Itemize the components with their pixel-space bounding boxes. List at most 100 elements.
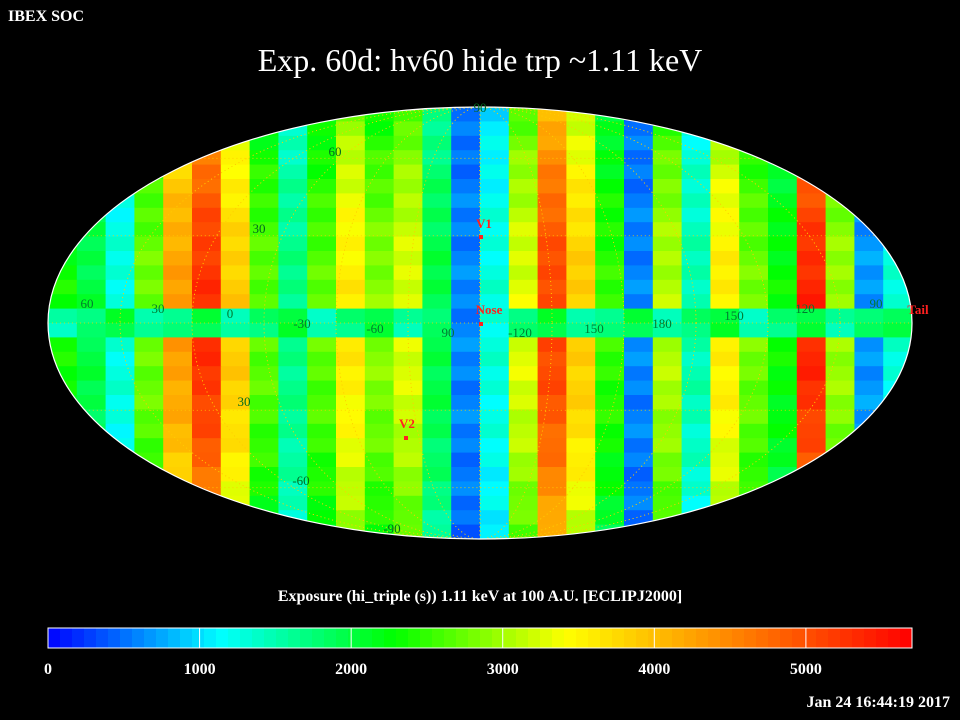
map-cell bbox=[76, 467, 107, 482]
map-cell bbox=[768, 251, 798, 266]
map-cell bbox=[307, 179, 337, 194]
colorbar-segment bbox=[612, 628, 625, 648]
map-cell bbox=[796, 164, 827, 180]
map-cell bbox=[652, 337, 683, 353]
map-cell bbox=[278, 308, 308, 324]
map-cell bbox=[76, 380, 107, 396]
colorbar-segment bbox=[708, 628, 721, 648]
map-cell bbox=[105, 510, 135, 526]
map-cell bbox=[508, 179, 539, 194]
colorbar-segment bbox=[840, 628, 853, 648]
map-cell bbox=[48, 495, 78, 511]
map-cell bbox=[595, 236, 625, 252]
map-cell bbox=[336, 337, 366, 353]
map-cell bbox=[710, 337, 740, 353]
colorbar-segment bbox=[372, 628, 385, 648]
map-cell bbox=[422, 351, 452, 367]
map-cell bbox=[134, 351, 164, 367]
map-cell bbox=[163, 251, 193, 266]
map-cell bbox=[336, 510, 366, 526]
map-cell bbox=[796, 366, 827, 382]
map-cell bbox=[220, 164, 251, 180]
longitude-label: 90 bbox=[870, 296, 883, 311]
map-cell bbox=[768, 323, 798, 338]
map-cell bbox=[134, 409, 164, 425]
map-cell bbox=[652, 135, 683, 151]
map-cell bbox=[537, 409, 567, 425]
map-cell bbox=[796, 135, 827, 151]
map-cell bbox=[624, 351, 654, 367]
map-cell bbox=[48, 135, 78, 151]
map-cell bbox=[422, 438, 452, 454]
map-cell bbox=[48, 207, 78, 223]
map-cell bbox=[739, 438, 769, 454]
longitude-label: 150 bbox=[724, 308, 744, 323]
map-cell bbox=[48, 193, 78, 209]
map-cell bbox=[480, 481, 510, 497]
map-cell bbox=[854, 308, 884, 324]
colorbar-segment bbox=[120, 628, 133, 648]
map-cell bbox=[307, 294, 337, 310]
map-cell bbox=[480, 121, 510, 137]
latitude-label: -60 bbox=[292, 473, 309, 488]
map-cell bbox=[422, 495, 452, 511]
map-cell bbox=[422, 366, 452, 382]
map-cell bbox=[768, 409, 798, 425]
map-cell bbox=[336, 452, 366, 468]
map-cell bbox=[451, 121, 481, 137]
map-cell bbox=[422, 337, 452, 353]
map-cell bbox=[566, 337, 596, 353]
map-cell bbox=[681, 423, 711, 439]
map-cell bbox=[537, 423, 567, 439]
map-cell bbox=[796, 351, 827, 367]
map-cell bbox=[825, 107, 855, 122]
map-cell bbox=[739, 452, 769, 468]
latitude-label: 90 bbox=[474, 100, 487, 115]
map-cell bbox=[739, 251, 769, 266]
map-cell bbox=[825, 351, 855, 367]
map-cell bbox=[508, 207, 539, 223]
map-cell bbox=[192, 294, 222, 310]
map-cell bbox=[192, 495, 222, 511]
map-cell bbox=[768, 337, 798, 353]
map-cell bbox=[393, 337, 423, 353]
map-cell bbox=[652, 150, 683, 166]
map-cell bbox=[739, 107, 769, 122]
latitude-label: 30 bbox=[253, 221, 266, 236]
map-cell bbox=[451, 279, 481, 295]
map-cell bbox=[768, 351, 798, 367]
map-cell bbox=[220, 323, 251, 338]
map-cell bbox=[134, 481, 164, 497]
map-cell bbox=[336, 395, 366, 410]
map-cell bbox=[768, 524, 798, 539]
colorbar-segment bbox=[792, 628, 805, 648]
map-cell bbox=[278, 179, 308, 194]
map-cell bbox=[422, 251, 452, 266]
map-cell bbox=[796, 510, 827, 526]
colorbar-segment bbox=[876, 628, 889, 648]
map-cell bbox=[105, 423, 135, 439]
map-cell bbox=[364, 150, 395, 166]
map-cell bbox=[278, 222, 308, 238]
map-cell bbox=[508, 337, 539, 353]
map-cell bbox=[451, 510, 481, 526]
map-cell bbox=[192, 150, 222, 166]
map-cell bbox=[76, 265, 107, 281]
map-cell bbox=[710, 265, 740, 281]
map-cell bbox=[825, 308, 855, 324]
colorbar-segment bbox=[552, 628, 565, 648]
map-cell bbox=[220, 279, 251, 295]
map-cell bbox=[508, 524, 539, 539]
map-cell bbox=[566, 351, 596, 367]
map-cell bbox=[451, 366, 481, 382]
map-cell bbox=[278, 380, 308, 396]
map-cell bbox=[508, 495, 539, 511]
map-cell bbox=[163, 366, 193, 382]
colorbar-segment bbox=[684, 628, 697, 648]
map-cell bbox=[134, 423, 164, 439]
map-cell bbox=[768, 495, 798, 511]
map-cell bbox=[595, 164, 625, 180]
map-cell bbox=[537, 164, 567, 180]
map-cell bbox=[249, 452, 279, 468]
map-cell bbox=[566, 135, 596, 151]
